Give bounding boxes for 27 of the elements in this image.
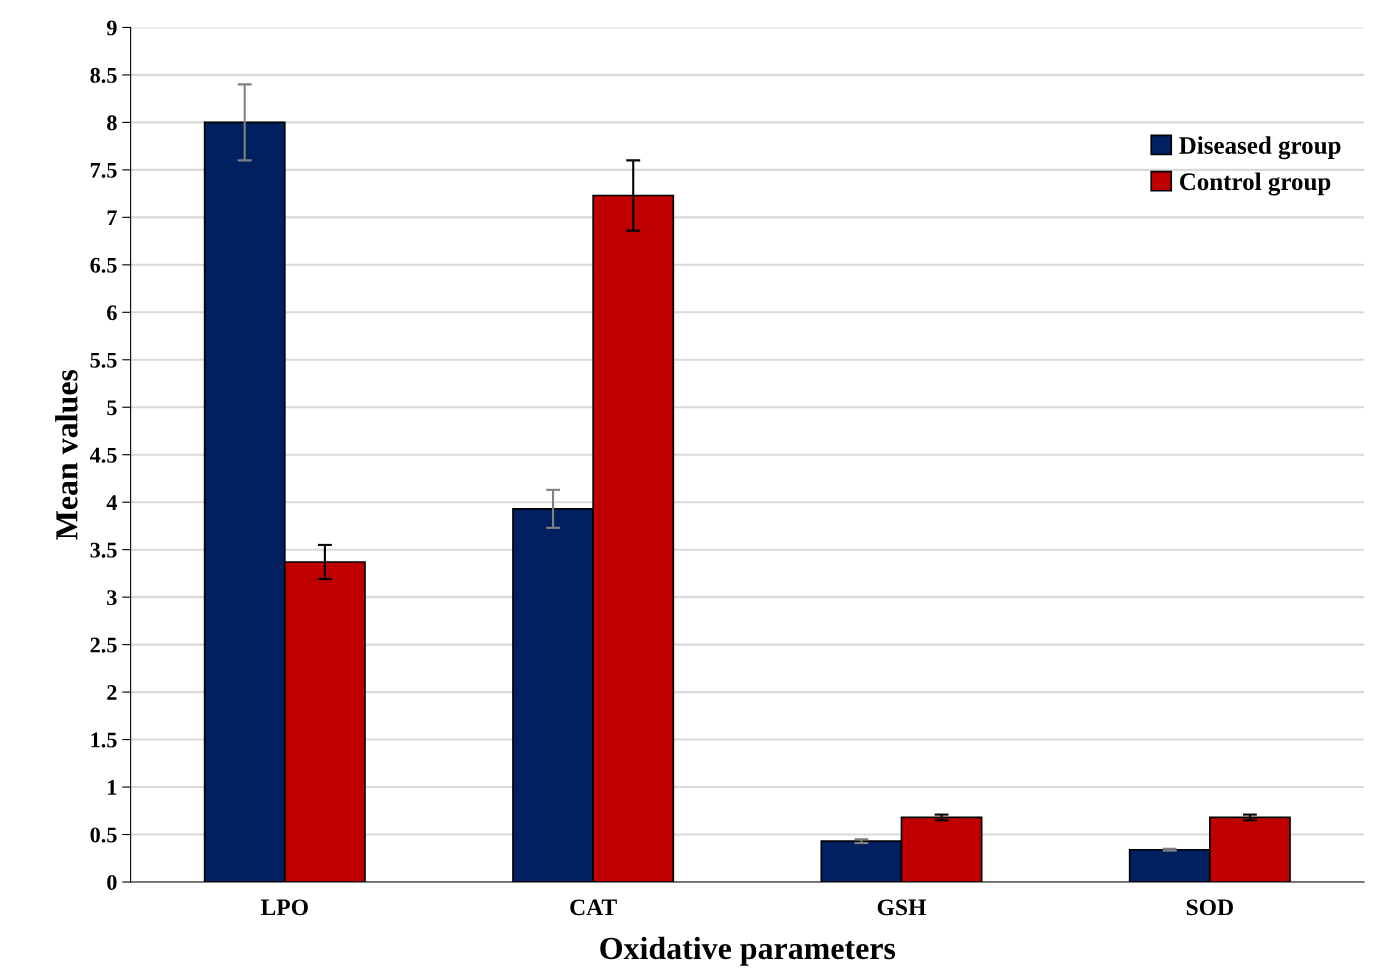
x-tick-label: GSH (877, 899, 927, 916)
legend-label: Control group (1179, 172, 1331, 196)
y-tick-label: 1 (108, 780, 117, 795)
y-tick-label: 1.5 (91, 732, 117, 748)
x-tick-label: CAT (570, 899, 617, 916)
y-tick-label: 8.5 (90, 67, 117, 83)
x-tick-label: LPO (260, 899, 308, 916)
y-tick-label: 3 (107, 590, 117, 606)
x-tick-label: SOD (1186, 899, 1233, 916)
y-tick-label: 0 (107, 874, 117, 890)
y-tick-label: 4 (106, 495, 118, 510)
y-tick-label: 8 (107, 115, 117, 131)
y-tick-label: 7.5 (90, 163, 117, 178)
y-tick-label: 0.5 (90, 827, 117, 843)
y-tick-label: 6 (107, 305, 117, 321)
y-tick-label: 6.5 (90, 257, 117, 273)
y-tick-label: 7 (107, 210, 117, 226)
y-axis-title: Mean values (55, 369, 78, 540)
x-axis-title: Oxidative parameters (600, 936, 896, 966)
y-tick-label: 2 (107, 685, 117, 700)
legend-label: Diseased group (1179, 136, 1341, 160)
y-tick-label: 5.5 (90, 352, 117, 368)
y-tick-label: 4.5 (89, 447, 117, 463)
y-tick-label: 3.5 (90, 542, 117, 558)
y-tick-label: 9 (106, 20, 117, 36)
y-tick-label: 5 (107, 400, 117, 416)
y-tick-label: 2.5 (90, 637, 117, 653)
